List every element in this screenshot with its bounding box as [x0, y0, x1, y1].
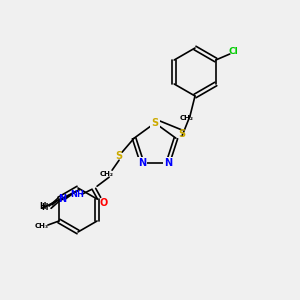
Text: CH₂: CH₂	[100, 171, 114, 177]
Text: N: N	[58, 194, 66, 204]
Text: N: N	[164, 158, 172, 168]
Text: CH₃: CH₃	[35, 223, 49, 229]
Text: O: O	[100, 198, 108, 208]
Text: H: H	[41, 203, 47, 212]
Text: CH₂: CH₂	[180, 115, 194, 121]
Text: S: S	[178, 129, 186, 139]
Text: H: H	[39, 202, 45, 211]
Text: N: N	[138, 158, 146, 168]
Text: S: S	[116, 151, 123, 161]
Text: NH: NH	[70, 190, 84, 199]
Text: S: S	[152, 118, 159, 128]
Text: Cl: Cl	[229, 47, 239, 56]
